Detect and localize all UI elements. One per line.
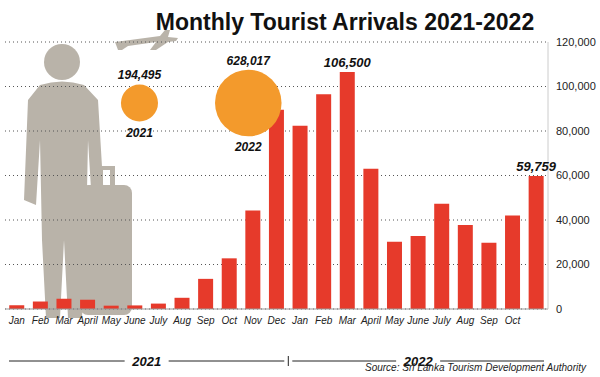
svg-text:100,000: 100,000: [556, 80, 596, 92]
svg-text:July: July: [432, 315, 452, 326]
svg-text:April: April: [360, 315, 382, 326]
svg-text:106,500: 106,500: [324, 55, 372, 70]
svg-text:40,000: 40,000: [556, 214, 590, 226]
svg-text:20,000: 20,000: [556, 258, 590, 270]
svg-text:80,000: 80,000: [556, 125, 590, 137]
svg-text:2022: 2022: [234, 140, 262, 154]
svg-text:Sep: Sep: [480, 315, 498, 326]
svg-text:2021: 2021: [125, 126, 153, 140]
svg-text:Aug: Aug: [455, 315, 474, 326]
svg-text:July: July: [149, 315, 169, 326]
svg-text:Jan: Jan: [8, 315, 26, 326]
svg-text:Oct: Oct: [222, 315, 239, 326]
svg-text:120,000: 120,000: [556, 36, 596, 48]
svg-text:May: May: [102, 315, 122, 326]
svg-text:Mar: Mar: [55, 315, 73, 326]
svg-text:Monthly Tourist Arrivals 2021-: Monthly Tourist Arrivals 2021-2022: [156, 9, 534, 35]
svg-text:59,759: 59,759: [516, 159, 557, 174]
svg-text:Dec: Dec: [268, 315, 286, 326]
svg-text:194,495: 194,495: [118, 68, 162, 82]
svg-text:Feb: Feb: [32, 315, 50, 326]
svg-text:Jan: Jan: [291, 315, 309, 326]
svg-text:Nov: Nov: [244, 315, 263, 326]
svg-text:2022: 2022: [403, 354, 434, 369]
svg-text:60,000: 60,000: [556, 169, 590, 181]
svg-text:2021: 2021: [131, 354, 161, 369]
svg-text:0: 0: [556, 303, 562, 315]
svg-text:Source: Sri Lanka Tourism Deve: Source: Sri Lanka Tourism Development Au…: [365, 362, 587, 373]
svg-text:Aug: Aug: [172, 315, 191, 326]
svg-text:Mar: Mar: [339, 315, 357, 326]
svg-text:May: May: [385, 315, 405, 326]
svg-text:Feb: Feb: [315, 315, 333, 326]
svg-text:Sep: Sep: [197, 315, 215, 326]
svg-text:628,017: 628,017: [227, 54, 272, 68]
svg-text:June: June: [406, 315, 429, 326]
svg-text:Oct: Oct: [505, 315, 522, 326]
svg-text:April: April: [77, 315, 99, 326]
svg-text:June: June: [123, 315, 146, 326]
